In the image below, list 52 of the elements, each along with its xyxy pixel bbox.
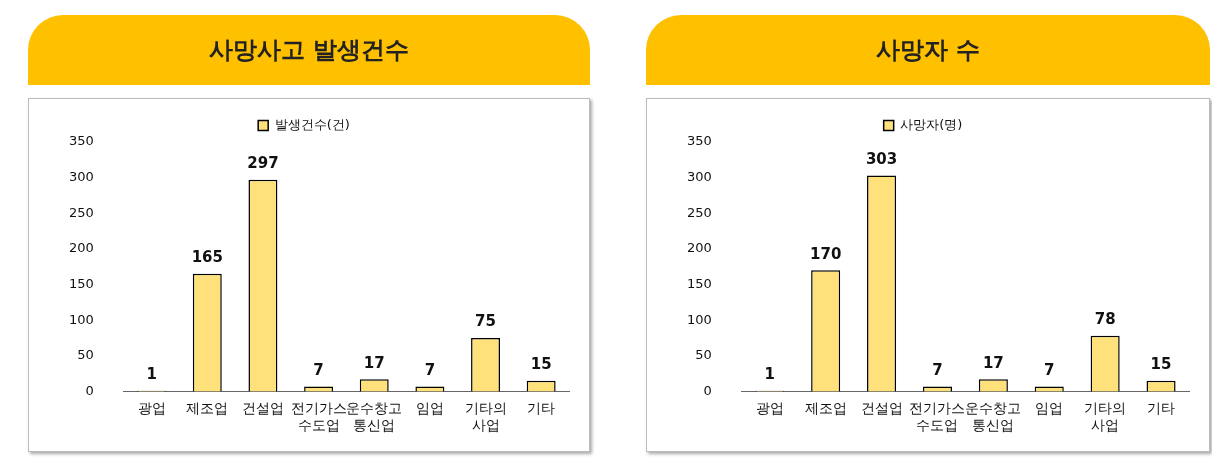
y-tick-label: 100 — [686, 311, 712, 327]
data-label: 78 — [1094, 310, 1116, 329]
data-label: 1 — [146, 365, 157, 384]
x-tick-label: 전기가스 수도업 — [909, 400, 966, 434]
data-label: 1 — [764, 365, 775, 384]
x-tick-label: 기타 — [1147, 400, 1176, 417]
y-tick-label: 0 — [703, 382, 712, 398]
x-tick-label: 임업 — [415, 400, 444, 417]
x-tick-label: 임업 — [1035, 400, 1064, 417]
y-tick-label: 250 — [68, 204, 94, 220]
y-tick-label: 350 — [68, 133, 94, 149]
data-label: 17 — [363, 353, 385, 372]
x-tick-label: 운수창고 통신업 — [346, 400, 403, 434]
y-tick-label: 200 — [68, 240, 94, 256]
x-tick-label: 광업 — [755, 400, 784, 417]
x-tick-label: 제조업 — [804, 400, 847, 417]
y-tick-label: 50 — [77, 347, 94, 363]
data-label: 15 — [530, 355, 552, 374]
data-label: 165 — [191, 248, 223, 267]
x-tick-label: 기타의 사업 — [464, 400, 507, 434]
x-tick-label: 기타 — [527, 400, 556, 417]
y-tick-label: 0 — [85, 382, 94, 398]
y-tick-label: 300 — [68, 169, 94, 184]
data-label: 297 — [247, 154, 279, 173]
y-tick-label: 250 — [686, 204, 712, 220]
data-label: 7 — [1044, 360, 1055, 379]
legend-label: 사망자(명) — [900, 116, 963, 132]
x-tick-label: 건설업 — [860, 400, 903, 417]
x-tick-label: 제조업 — [186, 400, 229, 417]
data-label: 15 — [1150, 355, 1172, 374]
x-tick-label: 운수창고 통신업 — [965, 400, 1022, 434]
x-tick-label: 건설업 — [241, 400, 284, 417]
data-label: 7 — [424, 360, 436, 379]
x-tick-label: 광업 — [137, 400, 166, 417]
chart-title: 사망자 수 — [646, 15, 1210, 85]
y-tick-label: 50 — [695, 347, 712, 363]
data-label: 75 — [475, 312, 496, 331]
chart-title: 사망사고 발생건수 — [28, 15, 590, 85]
y-tick-label: 300 — [686, 169, 712, 184]
data-label: 7 — [932, 360, 943, 379]
data-label: 303 — [865, 149, 898, 168]
y-tick-label: 350 — [686, 133, 712, 149]
y-tick-label: 150 — [68, 275, 94, 291]
x-tick-label: 전기가스 수도업 — [290, 400, 347, 434]
data-label: 170 — [810, 244, 842, 263]
data-label: 7 — [313, 360, 324, 379]
x-tick-label: 기타의 사업 — [1084, 400, 1127, 434]
legend-label: 발생건수(건) — [274, 116, 350, 132]
y-tick-label: 100 — [68, 311, 94, 327]
y-tick-label: 200 — [686, 240, 712, 256]
data-label: 17 — [982, 353, 1004, 372]
y-tick-label: 150 — [686, 275, 712, 291]
